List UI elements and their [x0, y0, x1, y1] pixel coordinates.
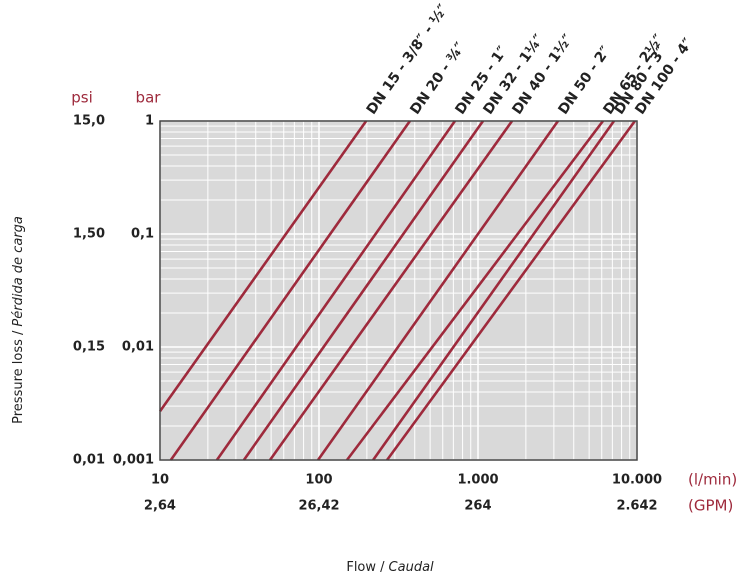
y2-tick-label: 15,0 [73, 114, 105, 129]
series-line [372, 120, 616, 461]
series-line [316, 120, 560, 461]
x-tick-label: 10 [151, 473, 169, 488]
y-label-alt: Pérdida de carga [11, 216, 26, 326]
y-axis-title: Pressure loss / Pérdida de carga [11, 216, 26, 424]
y-tick-label: 0,001 [113, 453, 154, 468]
x2-tick-label: 2.642 [616, 499, 657, 514]
series-label: DN 15 - 3/8″ - ½″ [364, 2, 452, 118]
y-label: Pressure loss / [11, 330, 26, 424]
y2-unit: psi [71, 89, 93, 107]
series-line [215, 120, 456, 461]
y2-tick-label: 0,15 [73, 340, 105, 355]
series-line [268, 120, 514, 461]
lines [158, 120, 636, 461]
y-tick-label: 0,1 [131, 227, 154, 242]
x-tick-label: 1.000 [457, 473, 498, 488]
x-unit: (l/min) [688, 471, 737, 489]
series-line [345, 120, 605, 461]
y2-tick-label: 0,01 [73, 453, 105, 468]
plot-background [160, 121, 637, 460]
x-axis-title: Flow / Caudal [346, 560, 434, 575]
y-unit: bar [136, 89, 162, 107]
x2-tick-label: 264 [464, 499, 491, 514]
y2-tick-label: 1,50 [73, 227, 105, 242]
y-tick-label: 0,01 [122, 340, 154, 355]
series-line [169, 120, 411, 461]
x-label-alt: Caudal [389, 560, 435, 575]
x-tick-label: 100 [305, 473, 332, 488]
plot-frame [159, 120, 638, 461]
x2-unit: (GPM) [688, 497, 733, 515]
y-tick-label: 1 [145, 114, 154, 129]
x2-tick-label: 2,64 [144, 499, 176, 514]
x-label: Flow / [346, 560, 385, 575]
series-line [386, 120, 636, 461]
series-line [242, 120, 485, 461]
series-line [158, 120, 368, 413]
x2-tick-label: 26,42 [298, 499, 339, 514]
x-tick-label: 10.000 [612, 473, 662, 488]
